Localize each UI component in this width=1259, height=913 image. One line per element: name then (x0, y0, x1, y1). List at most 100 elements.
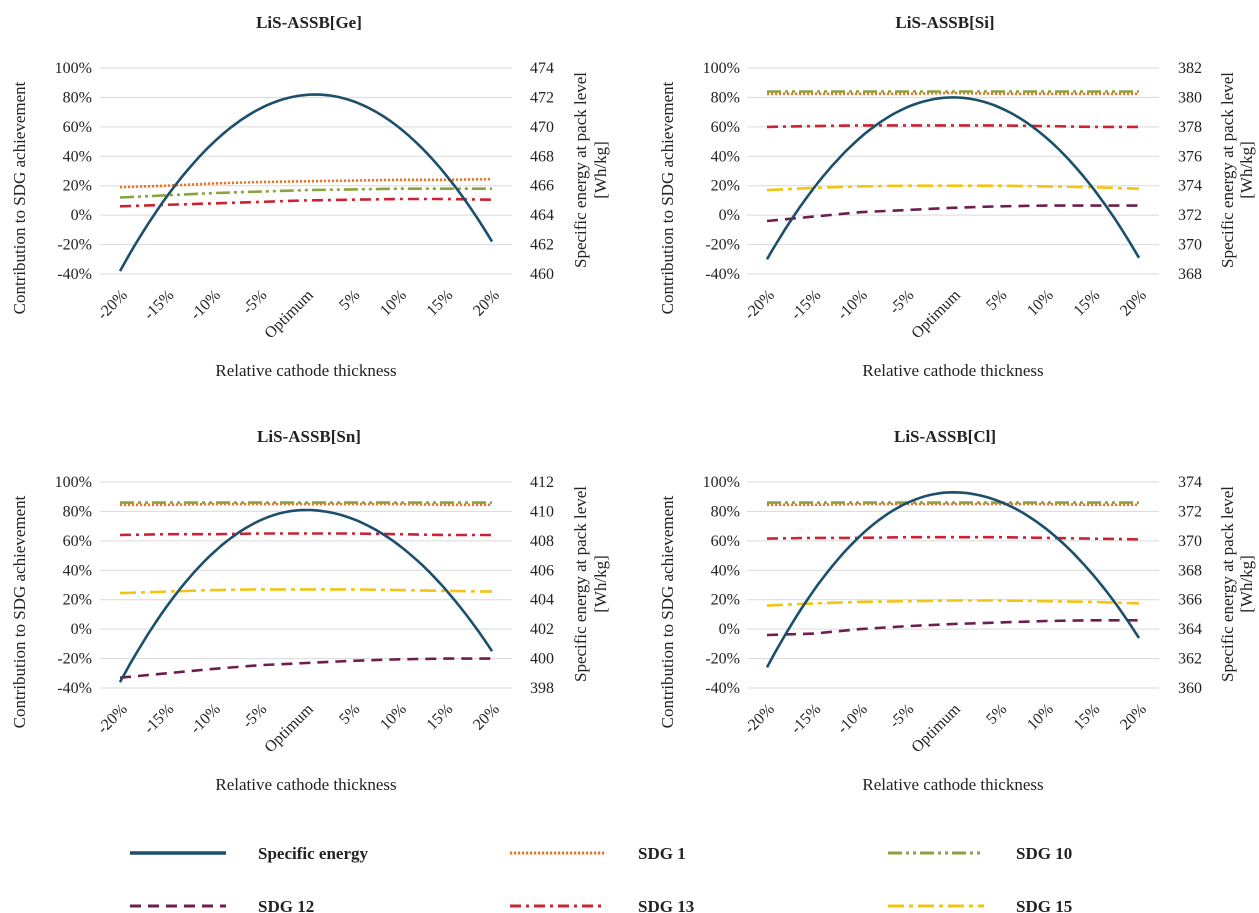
y2-tick-label: 362 (1178, 651, 1202, 668)
x-tick-label: Optimum (261, 700, 317, 756)
y-tick-label: 20% (63, 178, 92, 195)
x-tick-label: -10% (187, 287, 224, 324)
x-tick-label: -5% (239, 701, 270, 732)
y2-tick-label: 364 (1178, 621, 1202, 638)
y2-tick-label: 470 (530, 119, 554, 136)
y2-tick-label: 366 (1178, 592, 1202, 609)
y-tick-label: 0% (719, 621, 740, 638)
x-axis-ticks: -20% -15% -10% -5%Optimum 5% 10% 15% 20% (741, 286, 1150, 342)
y-tick-label: -40% (57, 680, 92, 697)
y-tick-label: 40% (63, 148, 92, 165)
y2-tick-label: 464 (530, 207, 554, 224)
x-tick-label: 15% (424, 287, 457, 320)
panel-title: LiS-ASSB[Ge] (256, 13, 362, 32)
series-line-energy (118, 508, 494, 683)
x-tick-label: -15% (141, 287, 178, 324)
right-axis-ticks: 360 362 364 366 368 370 372 374 (1178, 474, 1202, 697)
left-axis-title: Contribution to SDG achievement (658, 81, 677, 314)
x-axis-title: Relative cathode thickness (862, 775, 1043, 794)
y2-tick-label: 472 (530, 89, 554, 106)
y2-tick-label: 360 (1178, 680, 1202, 697)
y2-tick-label: 380 (1178, 89, 1202, 106)
y-tick-label: 100% (703, 474, 740, 491)
series-line-energy (118, 93, 494, 272)
left-axis-title: Contribution to SDG achievement (10, 495, 29, 728)
y-tick-label: 0% (719, 207, 740, 224)
left-axis-ticks: -40% -20% 0% 20% 40% 60% 80% 100% (55, 474, 92, 697)
right-axis-unit: [Wh/kg] (591, 141, 610, 199)
x-tick-label: 15% (1071, 701, 1104, 734)
series-lines (118, 501, 494, 683)
y-tick-label: 80% (63, 503, 92, 520)
series-lines (765, 490, 1141, 669)
y2-tick-label: 370 (1178, 533, 1202, 550)
x-tick-label: -5% (239, 287, 270, 318)
y-tick-label: 60% (63, 533, 92, 550)
x-axis-ticks: -20% -15% -10% -5%Optimum 5% 10% 15% 20% (741, 700, 1150, 756)
x-axis-title: Relative cathode thickness (862, 361, 1043, 380)
y2-tick-label: 408 (530, 533, 554, 550)
x-tick-label: 10% (1024, 287, 1057, 320)
gridlines (747, 481, 1159, 689)
series-line-sdg12 (766, 204, 1139, 223)
y2-tick-label: 368 (1178, 562, 1202, 579)
series-line-sdg15 (119, 588, 493, 595)
y-tick-label: 80% (63, 89, 92, 106)
series-line-sdg13 (766, 124, 1139, 129)
series-line-sdg10 (119, 187, 492, 199)
series-line-sdg13 (119, 532, 492, 537)
series-line-energy (765, 490, 1141, 669)
series-line-sdg15 (766, 599, 1140, 607)
x-tick-label: Optimum (261, 286, 317, 342)
chart-panel-si: LiS-ASSB[Si] -40%-20%0%20%40%60%80%100% … (658, 13, 1256, 380)
series-line-energy (765, 96, 1141, 260)
y2-tick-label: 410 (530, 503, 554, 520)
x-tick-label: Optimum (908, 286, 964, 342)
panel-title: LiS-ASSB[Cl] (894, 427, 996, 446)
y2-tick-label: 400 (530, 651, 554, 668)
x-tick-label: -15% (788, 701, 825, 738)
x-tick-label: 10% (377, 701, 410, 734)
y2-tick-label: 398 (530, 680, 554, 697)
y-tick-label: -20% (57, 651, 92, 668)
x-tick-label: -20% (94, 701, 131, 738)
y-tick-label: 100% (703, 60, 740, 77)
y2-tick-label: 368 (1178, 266, 1202, 283)
y-tick-label: 40% (711, 562, 740, 579)
left-axis-title: Contribution to SDG achievement (10, 81, 29, 314)
chart-panel-sn: LiS-ASSB[Sn] -40%-20%0%20%40%60%80%100% … (10, 427, 610, 794)
x-tick-label: -20% (94, 287, 131, 324)
x-tick-label: -15% (788, 287, 825, 324)
x-tick-label: 15% (1071, 287, 1104, 320)
y-tick-label: 40% (711, 148, 740, 165)
series-line-sdg1 (767, 91, 1139, 96)
y-tick-label: 40% (63, 562, 92, 579)
y2-tick-label: 372 (1178, 503, 1202, 520)
legend-label-sdg1: SDG 1 (638, 844, 686, 863)
right-axis-ticks: 398 400 402 404 406 408 410 412 (530, 474, 554, 697)
x-tick-label: -15% (141, 701, 178, 738)
series-line-sdg1 (120, 502, 492, 507)
y-tick-label: 100% (55, 60, 92, 77)
x-tick-label: 5% (336, 701, 363, 728)
y2-tick-label: 466 (530, 178, 554, 195)
y2-tick-label: 372 (1178, 207, 1202, 224)
right-axis-title: Specific energy at pack level (1218, 486, 1237, 682)
right-axis-title: Specific energy at pack level (571, 486, 590, 682)
x-tick-label: 15% (424, 701, 457, 734)
y-tick-label: -40% (705, 266, 740, 283)
y-tick-label: 20% (711, 178, 740, 195)
y-tick-label: 60% (711, 119, 740, 136)
y2-tick-label: 370 (1178, 237, 1202, 254)
series-line-sdg1 (119, 177, 493, 189)
x-tick-label: -10% (187, 701, 224, 738)
x-tick-label: 5% (983, 701, 1010, 728)
series-line-sdg15 (766, 184, 1140, 192)
y2-tick-label: 374 (1178, 474, 1202, 491)
legend-label-energy: Specific energy (258, 844, 368, 863)
series-line-sdg12 (766, 618, 1139, 637)
y2-tick-label: 382 (1178, 60, 1202, 77)
y2-tick-label: 404 (530, 592, 554, 609)
right-axis-title: Specific energy at pack level (1218, 72, 1237, 268)
